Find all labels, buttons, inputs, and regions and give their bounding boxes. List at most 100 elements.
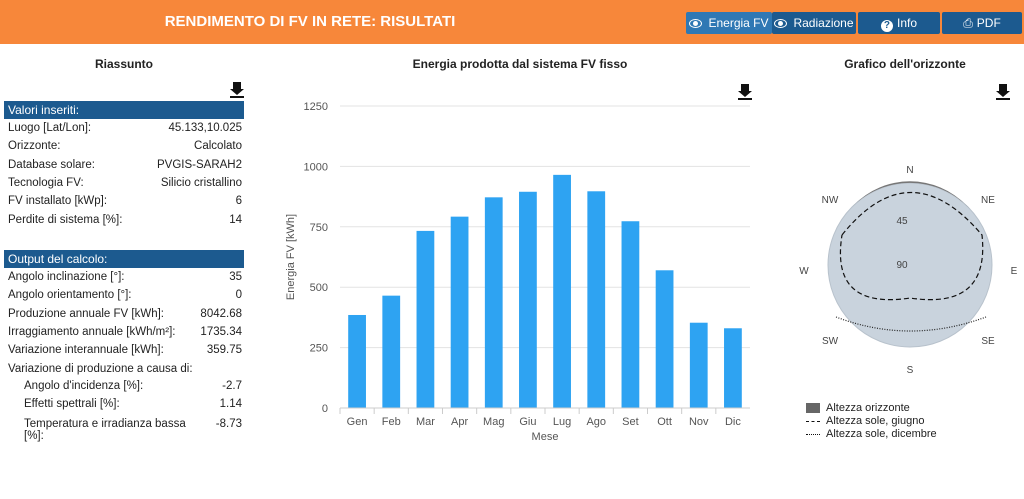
legend-horizon: Altezza orizzonte	[806, 402, 910, 414]
x-tick-label: Nov	[689, 416, 709, 428]
inputs-header: Valori inseriti:	[4, 101, 244, 119]
question-circle-icon: ?	[880, 20, 893, 32]
download-icon[interactable]	[230, 82, 244, 98]
pdf-button[interactable]: ⎙ PDF	[942, 12, 1022, 34]
summary-row-label: Database solare:	[8, 158, 95, 171]
download-icon[interactable]	[996, 84, 1010, 100]
ring-90-label: 90	[896, 260, 908, 271]
x-tick-label: Mag	[483, 416, 504, 428]
dir-s: S	[907, 365, 914, 376]
legend-label: Altezza sole, dicembre	[826, 428, 937, 440]
legend-swatch-december	[806, 433, 820, 435]
horizon-chart: N NE E SE S SW W NW 45 90	[799, 165, 1017, 376]
summary-row: FV installato [kWp]: 6	[8, 192, 242, 210]
outputs-header: Output del calcolo:	[4, 250, 244, 268]
energy-bar-chart: 0 250 500 750 1000 1250 Gen Feb Mar Apr Mag Giu Lug A…	[285, 101, 750, 443]
summary-row-label: Angolo inclinazione [°]:	[8, 271, 125, 283]
summary-row-value: -8.73	[215, 418, 242, 430]
horizon-band	[850, 181, 970, 209]
y-tick-label: 750	[310, 222, 328, 234]
x-tick-label: Gen	[347, 416, 368, 428]
legend-december: Altezza sole, dicembre	[806, 428, 937, 440]
page-title: RENDIMENTO DI FV IN RETE: RISULTATI	[164, 13, 456, 30]
summary-row: Tecnologia FV: Silicio cristallino	[8, 174, 242, 192]
info-button[interactable]: ? Info	[858, 12, 940, 34]
dir-se: SE	[981, 336, 995, 347]
summary-row-value: 8042.68	[200, 307, 242, 320]
summary-row-label: Tecnologia FV:	[8, 176, 84, 189]
summary-row-value: Silicio cristallino	[160, 176, 242, 189]
dir-w: W	[799, 266, 809, 277]
summary-row-value: 1.14	[219, 398, 242, 410]
x-tick-label: Apr	[451, 416, 468, 428]
eye-icon	[774, 19, 788, 28]
download-icon[interactable]	[738, 84, 752, 100]
legend-label: Altezza sole, giugno	[826, 415, 925, 427]
summary-row-value: 1735.34	[200, 325, 242, 338]
legend-swatch-horizon	[806, 403, 820, 414]
x-tick-label: Lug	[553, 416, 571, 428]
summary-row-value: 359.75	[206, 344, 242, 357]
legend-swatch-june	[806, 420, 820, 422]
summary-row-label: Perdite di sistema [%]:	[8, 213, 123, 226]
summary-row-label: Orizzonte:	[8, 140, 61, 153]
bar-dic	[724, 328, 742, 408]
x-tick-label: Mar	[416, 416, 435, 428]
sky-disk	[827, 182, 993, 348]
header-bar: RENDIMENTO DI FV IN RETE: RISULTATI Ener…	[0, 0, 1024, 44]
x-tick-label: Giu	[519, 416, 536, 428]
bar-lug	[553, 174, 571, 408]
summary-row-label: Effetti spettrali [%]:	[24, 398, 120, 410]
dir-nw: NW	[822, 195, 839, 206]
summary-row: Perdite di sistema [%]: 14	[8, 211, 242, 229]
legend-label: Altezza orizzonte	[826, 402, 910, 414]
bar-mar	[416, 230, 435, 408]
summary-row-label: Produzione annuale FV [kWh]:	[8, 307, 164, 320]
summary-row-label: Irraggiamento annuale [kWh/m²]:	[8, 325, 176, 338]
summary-row: Luogo [Lat/Lon]: 45.133,10.025	[8, 119, 242, 137]
summary-row-value: Calcolato	[194, 140, 242, 153]
y-tick-label: 0	[322, 403, 328, 415]
summary-row: Produzione annuale FV [kWh]: 8042.68	[8, 305, 242, 323]
radiazione-button[interactable]: Radiazione	[772, 12, 856, 34]
summary-row-value: -2.7	[222, 380, 242, 392]
bar-feb	[382, 295, 401, 408]
y-tick-label: 500	[310, 282, 328, 294]
ring-45-label: 45	[896, 216, 908, 227]
summary-row-value: 45.133,10.025	[168, 122, 242, 134]
summary-row-label: Angolo d'incidenza [%]:	[24, 380, 144, 392]
dir-sw: SW	[822, 336, 839, 347]
summary-variation-row: Effetti spettrali [%]: 1.14	[8, 398, 242, 411]
x-tick-label: Set	[622, 416, 639, 428]
bar-gen	[348, 314, 366, 408]
bar-nov	[689, 322, 708, 408]
horizon-title: Grafico dell'orizzonte	[844, 57, 966, 71]
summary-row: Orizzonte: Calcolato	[8, 137, 242, 155]
summary-row: Database solare: PVGIS-SARAH2	[8, 156, 242, 174]
summary-title: Riassunto	[94, 57, 153, 71]
summary-row-value: 0	[235, 289, 242, 302]
energia-fv-button[interactable]: Energia FV	[686, 12, 772, 34]
x-tick-label: Ott	[657, 416, 672, 428]
x-tick-label: Feb	[382, 416, 401, 428]
bar-apr	[450, 216, 469, 408]
summary-row-value: 14	[229, 213, 242, 226]
radiazione-label: Radiazione	[793, 16, 854, 30]
summary-row: Variazione interannuale [kWh]: 359.75	[8, 341, 242, 359]
x-axis-label: Mese	[532, 431, 559, 443]
summary-row: Angolo orientamento [°]: 0	[8, 286, 242, 304]
legend-june: Altezza sole, giugno	[806, 415, 924, 427]
summary-variation-row: Angolo d'incidenza [%]: -2.7	[8, 380, 242, 393]
y-axis-label: Energia FV [kWh]	[285, 214, 297, 300]
summary-row-label: Variazione di produzione a causa di:	[8, 362, 193, 375]
bar-set	[621, 221, 640, 408]
summary-row-label: Variazione interannuale [kWh]:	[8, 344, 164, 357]
bar-mag	[484, 197, 503, 408]
summary-row-label: Temperatura e irradianza bassa	[24, 418, 186, 430]
summary-variation-row: [%]:	[8, 430, 242, 443]
summary-row-label: Angolo orientamento [°]:	[8, 289, 132, 302]
printer-icon: ⎙	[963, 16, 973, 30]
summary-row: Angolo inclinazione [°]: 35	[8, 268, 242, 286]
summary-row-value: 35	[229, 271, 242, 283]
y-tick-label: 1250	[304, 101, 328, 113]
